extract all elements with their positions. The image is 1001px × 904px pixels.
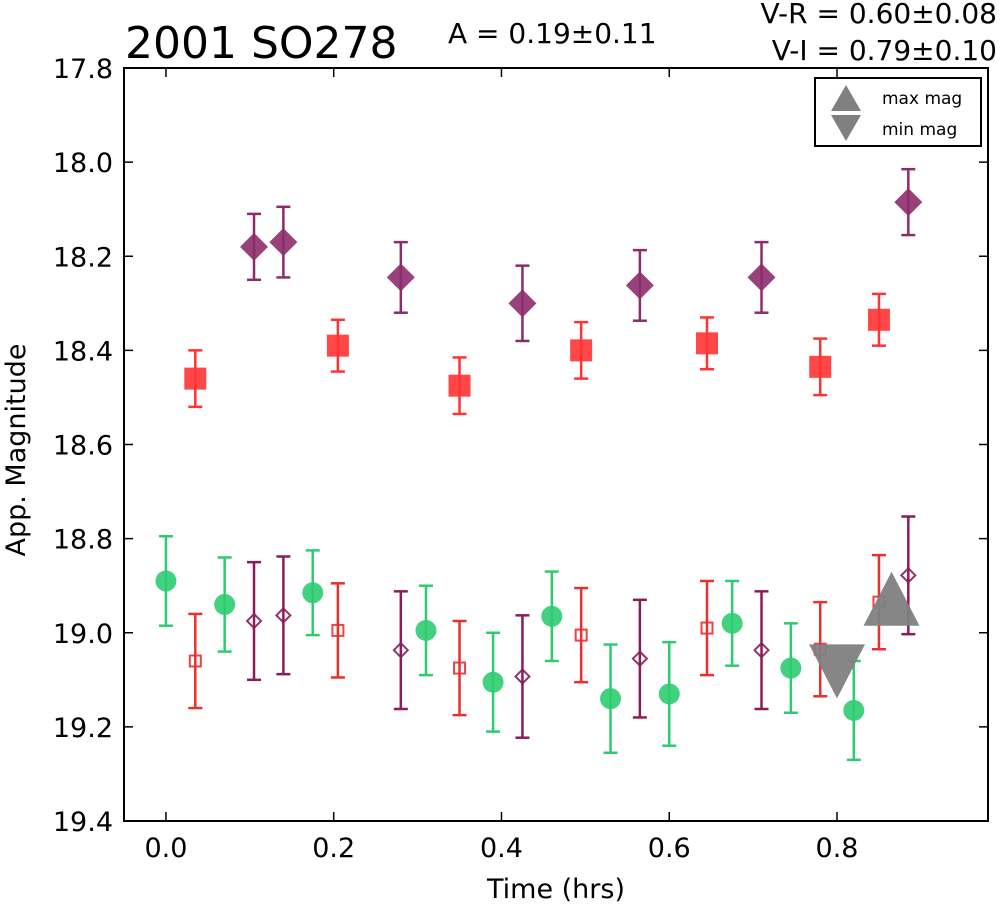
- legend-min-mag-label: min mag: [882, 120, 957, 140]
- amplitude-annotation: A = 0.19±0.11: [448, 17, 657, 50]
- data-point-circle: [721, 612, 743, 634]
- data-point-diamond: [392, 641, 410, 659]
- series-3: [240, 167, 923, 343]
- axis-ticks: 0.0 0.2 0.4 0.6 0.8 17.8 18.0 18.2 18.4 18.6 18.8 1…: [53, 54, 988, 864]
- y-tick-label: 18.2: [53, 242, 113, 273]
- data-point-diamond: [894, 188, 923, 217]
- data-point-diamond: [274, 606, 292, 624]
- legend-max-mag-label: max mag: [882, 89, 962, 109]
- legend: max mag min mag: [814, 77, 982, 147]
- data-point-square: [695, 332, 718, 355]
- y-tick-label: 18.4: [53, 336, 113, 367]
- data-point-square: [700, 621, 714, 635]
- data-point-diamond: [245, 612, 263, 630]
- y-tick-label: 19.2: [53, 713, 113, 744]
- x-tick-label: 0.0: [144, 833, 187, 864]
- data-point-circle: [415, 619, 437, 641]
- data-point-diamond: [269, 228, 298, 257]
- series-2: [188, 553, 886, 717]
- y-tick-label: 18.0: [53, 148, 113, 179]
- data-point-square: [570, 339, 593, 362]
- data-point-circle: [843, 699, 865, 721]
- data-point-circle: [541, 605, 563, 627]
- y-tick-label: 19.4: [53, 807, 113, 838]
- vi-color-annotation: V-I = 0.79±0.10: [772, 34, 997, 67]
- plot-layer: [155, 167, 923, 762]
- data-point-diamond: [240, 232, 269, 261]
- data-point-square: [574, 628, 588, 642]
- series-6: [809, 644, 866, 699]
- data-point-diamond: [386, 263, 415, 292]
- vr-color-annotation: V-R = 0.60±0.08: [761, 0, 997, 30]
- y-tick-label: 17.8: [53, 54, 113, 85]
- series-0: [155, 535, 865, 762]
- x-tick-label: 0.4: [480, 833, 523, 864]
- data-point-diamond: [753, 641, 770, 659]
- x-tick-label: 0.2: [312, 833, 355, 864]
- data-point-circle: [302, 582, 324, 604]
- y-tick-label: 18.6: [53, 431, 113, 462]
- max-mag-marker: [863, 571, 920, 626]
- data-point-square: [188, 654, 202, 668]
- data-point-diamond: [514, 668, 531, 685]
- data-point-square: [809, 355, 832, 378]
- data-point-diamond: [747, 263, 776, 292]
- data-point-circle: [482, 671, 504, 693]
- legend-min-mag-marker: [831, 115, 861, 141]
- data-point-circle: [658, 683, 680, 705]
- data-point-circle: [155, 570, 177, 592]
- legend-max-mag-marker: [831, 85, 861, 111]
- x-tick-label: 0.8: [816, 833, 859, 864]
- x-tick-label: 0.6: [648, 833, 691, 864]
- data-point-circle: [780, 657, 802, 679]
- data-point-square: [453, 661, 467, 675]
- chart-title: 2001 SO278: [125, 18, 398, 69]
- min-mag-marker: [809, 644, 866, 699]
- data-point-square: [326, 334, 349, 357]
- data-point-square: [867, 308, 890, 331]
- series-5: [863, 571, 920, 626]
- y-tick-label: 18.8: [53, 525, 113, 556]
- legend-box: [814, 77, 982, 147]
- data-point-square: [184, 367, 207, 390]
- y-tick-label: 19.0: [53, 619, 113, 650]
- data-point-diamond: [508, 289, 537, 318]
- data-point-diamond: [631, 650, 649, 668]
- data-point-circle: [600, 688, 622, 710]
- x-axis-label: Time (hrs): [486, 874, 625, 904]
- data-point-diamond: [625, 271, 654, 300]
- data-point-circle: [214, 594, 236, 616]
- series-1: [184, 292, 890, 416]
- y-axis-label: App. Magnitude: [1, 344, 32, 557]
- data-point-square: [448, 374, 471, 397]
- data-point-square: [331, 623, 345, 637]
- data-point-diamond: [899, 566, 917, 584]
